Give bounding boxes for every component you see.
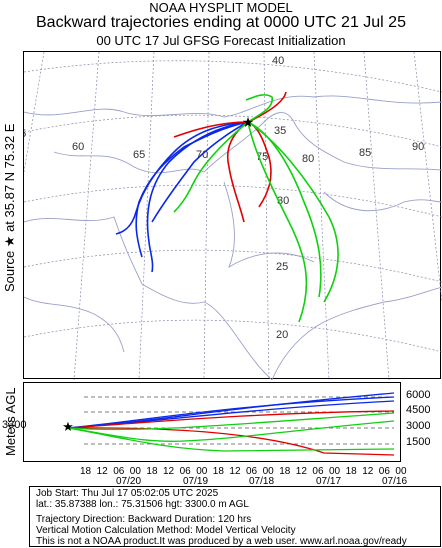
- time-tick-label: 12: [96, 466, 108, 477]
- date-label-0719: 07/19: [183, 476, 209, 487]
- time-tick-label: 06: [246, 466, 258, 477]
- time-tick-label: 18: [146, 466, 158, 477]
- time-tick-label: 00: [262, 466, 274, 477]
- height-trajectory-path: [67, 410, 395, 429]
- latitude-gridlines: [24, 60, 442, 353]
- lon-label-75: 75: [256, 151, 268, 163]
- date-label-0717: 07/17: [316, 476, 342, 487]
- model-title: NOAA HYSPLIT MODEL: [149, 0, 293, 15]
- forecast-subtitle: 00 UTC 17 Jul GFSG Forecast Initializati…: [96, 33, 346, 48]
- source-coords-text: lat.: 35.87388 lon.: 75.31506 hgt: 3300.…: [36, 499, 249, 510]
- time-tick-label: 18: [80, 466, 92, 477]
- y-tick-6000: 6000: [406, 389, 431, 401]
- trajectory-path: [173, 121, 249, 213]
- height-trajectory-lines: [67, 392, 395, 456]
- lon-label-60: 60: [72, 141, 84, 153]
- height-source-star-icon: ★: [62, 419, 74, 434]
- y-tick-4500: 4500: [406, 404, 431, 416]
- trajectory-title: Backward trajectories ending at 0000 UTC…: [36, 14, 406, 31]
- trajectory-path: [115, 121, 249, 235]
- height-canvas: ★: [62, 392, 395, 456]
- lat-label-20: 20: [276, 329, 288, 341]
- trajectory-path: [173, 121, 249, 138]
- height-profile-plot[interactable]: ★: [23, 382, 401, 462]
- time-tick-label: 12: [362, 466, 374, 477]
- height-trajectory-path: [67, 427, 395, 452]
- height-trajectory-path: [67, 427, 395, 456]
- trajectory-path: [146, 121, 249, 273]
- date-label-0720: 07/20: [116, 476, 142, 487]
- time-tick-label: 00: [395, 466, 407, 477]
- time-tick-label: 00: [329, 466, 341, 477]
- lon-label-80: 80: [302, 153, 314, 165]
- trajectory-map[interactable]: 55 60 65 70 75 80 85 90 40 35 30 25 20 ★: [23, 51, 442, 380]
- time-tick-label: 06: [378, 466, 390, 477]
- time-tick-label: 12: [229, 466, 241, 477]
- date-label-0716: 07/16: [382, 476, 408, 487]
- time-tick-label: 00: [196, 466, 208, 477]
- country-borders: [24, 95, 442, 380]
- trajectory-lines: [115, 91, 339, 323]
- job-start-text: Job Start: Thu Jul 17 05:02:05 UTC 2025: [36, 488, 219, 499]
- trajectory-path: [151, 121, 249, 223]
- source-star-icon: ★: [242, 114, 255, 130]
- lon-label-55: 55: [24, 128, 26, 140]
- time-tick-label: 12: [163, 466, 175, 477]
- disclaimer-text: This is not a NOAA product.It was produc…: [36, 536, 407, 547]
- time-tick-label: 18: [345, 466, 357, 477]
- trajectory-direction-text: Trajectory Direction: Backward Duration:…: [36, 514, 252, 525]
- height-trajectory-path: [67, 412, 395, 431]
- height-trajectory-path: [67, 396, 395, 429]
- lon-label-90: 90: [412, 141, 424, 153]
- height-trajectory-path: [67, 420, 395, 442]
- vertical-motion-text: Vertical Motion Calculation Method: Mode…: [36, 525, 296, 536]
- run-info-box: [29, 486, 441, 547]
- lat-label-35: 35: [274, 125, 286, 137]
- time-tick-label: 18: [279, 466, 291, 477]
- graticule-labels: 55 60 65 70 75 80 85 90 40 35 30 25 20: [24, 55, 424, 341]
- date-label-0718: 07/18: [249, 476, 275, 487]
- time-tick-label: 18: [212, 466, 224, 477]
- lon-label-65: 65: [133, 149, 145, 161]
- map-canvas: 55 60 65 70 75 80 85 90 40 35 30 25 20 ★: [24, 52, 442, 380]
- longitude-gridlines: [24, 52, 442, 380]
- y-tick-3000: 3000: [406, 420, 431, 432]
- time-tick-label: 06: [113, 466, 125, 477]
- start-level-label: 3300: [2, 419, 27, 431]
- source-location-label: Source ★ at 35.87 N 75.32 E: [2, 123, 17, 292]
- trajectory-path: [245, 94, 273, 123]
- time-tick-label: 06: [179, 466, 191, 477]
- lon-label-85: 85: [359, 147, 371, 159]
- lat-label-25: 25: [276, 261, 288, 273]
- trajectory-path: [247, 121, 339, 303]
- time-tick-label: 00: [129, 466, 141, 477]
- trajectory-path: [247, 121, 308, 323]
- lat-label-40: 40: [272, 55, 284, 67]
- y-tick-1500: 1500: [406, 436, 431, 448]
- time-tick-label: 12: [295, 466, 307, 477]
- time-tick-label: 06: [312, 466, 324, 477]
